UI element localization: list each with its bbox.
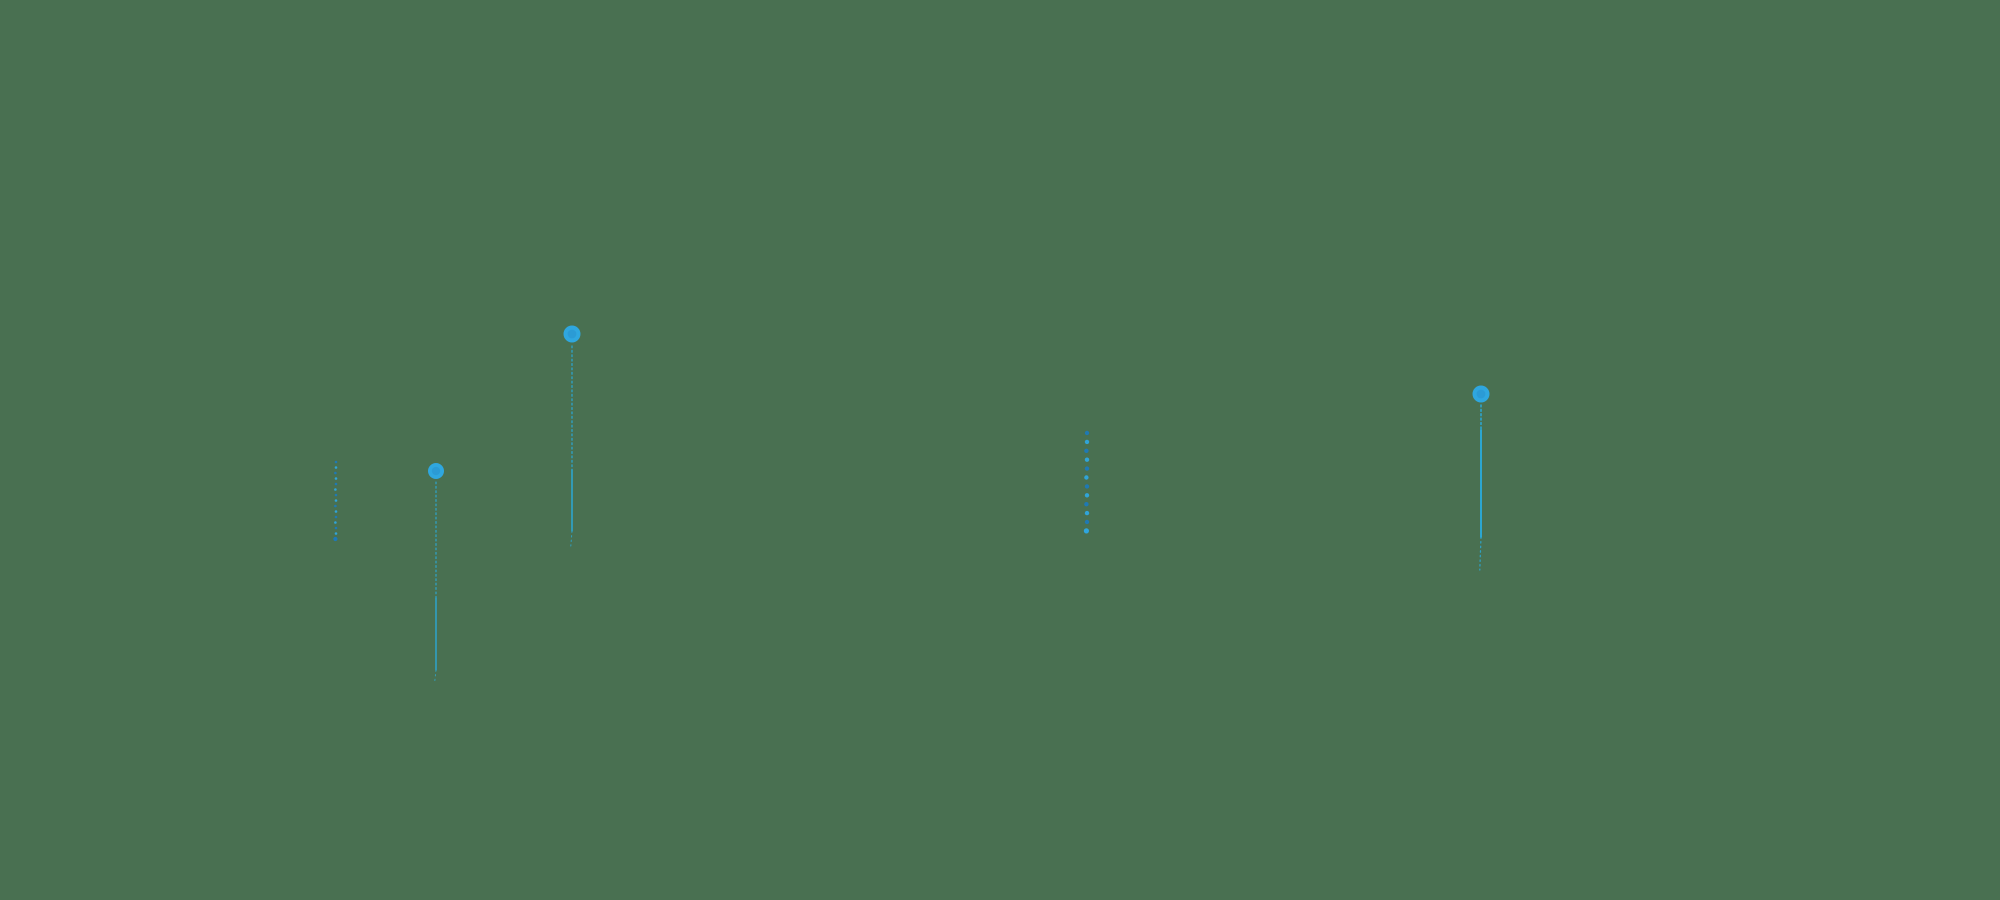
- beacon-tail-fade: [1479, 536, 1482, 571]
- trail-dot: [1084, 457, 1090, 462]
- trail-dot: [334, 504, 337, 508]
- trail-dot: [334, 532, 338, 535]
- beacon-head-core: [567, 329, 577, 339]
- trail-dot: [334, 466, 338, 469]
- beacon-marker: [1472, 385, 1490, 571]
- trail-dot: [1084, 475, 1089, 480]
- trail-dot: [1084, 484, 1090, 489]
- trail-dot: [334, 482, 338, 486]
- trail-dot: [333, 536, 338, 542]
- trail-dot: [1084, 466, 1090, 471]
- beacon-head-core: [1476, 389, 1486, 399]
- trail-dot: [334, 510, 338, 513]
- particle-trail: [333, 460, 338, 542]
- beacon-tail-fade: [434, 669, 437, 682]
- trail-dot: [334, 499, 338, 502]
- beacon-marker: [428, 463, 444, 682]
- trail-dot: [1084, 448, 1089, 453]
- trail-dot: [334, 515, 338, 519]
- trail-dot: [334, 488, 337, 491]
- trail-dot: [334, 460, 338, 464]
- trail-dot: [1084, 439, 1090, 445]
- trail-dot: [334, 521, 337, 524]
- trail-dot: [1083, 528, 1089, 534]
- trail-dot: [334, 526, 338, 530]
- trail-dot: [1084, 430, 1090, 436]
- beacon-marker: [563, 325, 581, 547]
- beacon-head-core: [431, 466, 441, 476]
- trail-dot: [1084, 493, 1090, 498]
- trail-dot: [334, 477, 338, 480]
- trail-dot: [334, 471, 337, 475]
- trail-dot: [1084, 519, 1090, 525]
- particle-trail: [1083, 430, 1090, 534]
- trail-dot: [1084, 502, 1089, 507]
- trail-dot: [1084, 510, 1090, 516]
- trail-dot: [334, 493, 338, 497]
